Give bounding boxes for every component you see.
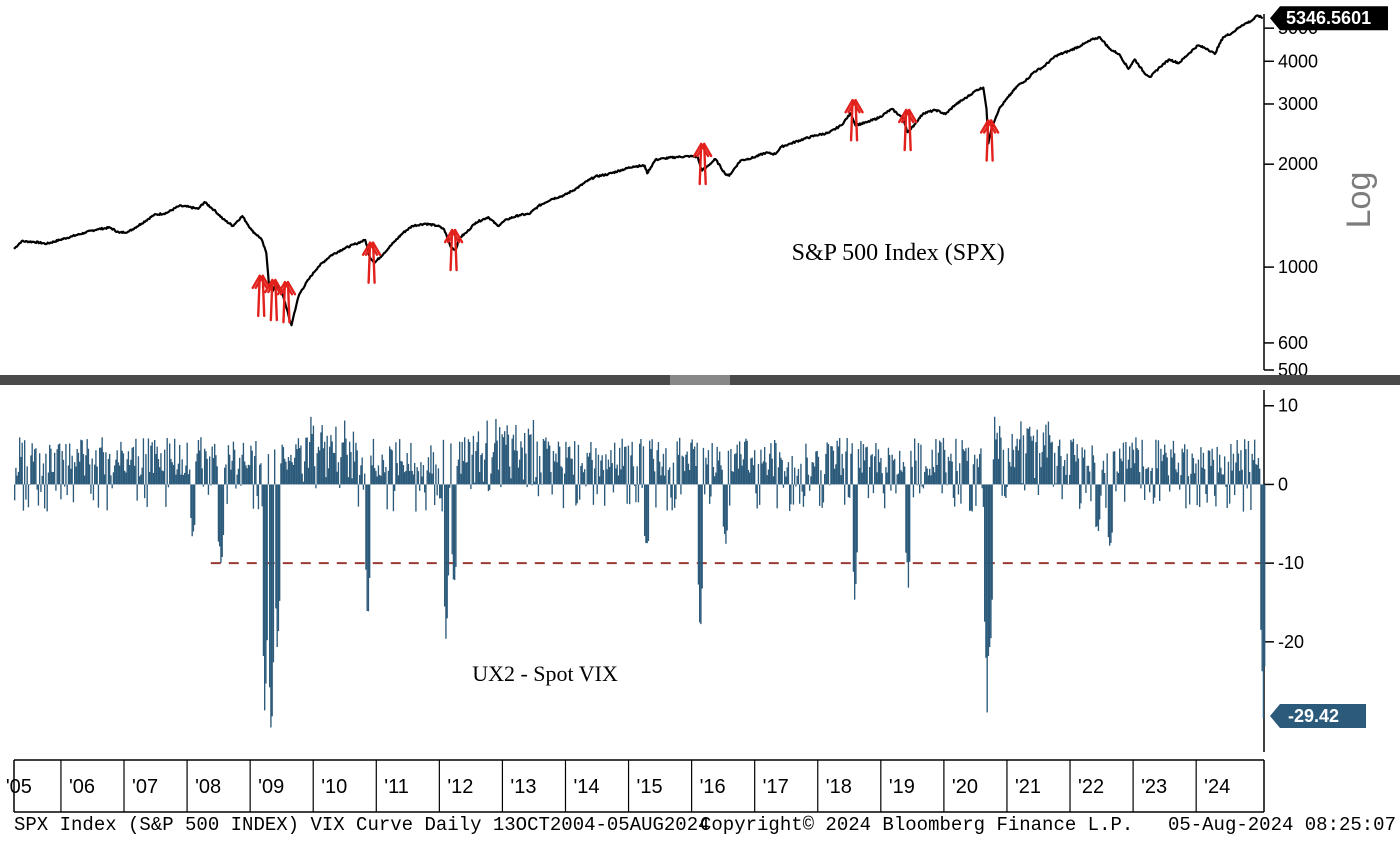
log-scale-label: Log (1340, 172, 1378, 229)
bottom-ytick-label: 0 (1278, 474, 1288, 494)
x-axis-year-label: '14 (573, 776, 599, 798)
x-axis-year-label: '23 (1141, 776, 1167, 798)
bloomberg-chart: 50060010002000300040005000S&P 500 Index … (0, 0, 1400, 856)
vix-current-value: -29.42 (1288, 706, 1339, 726)
spx-line (14, 15, 1263, 325)
x-axis-year-label: '09 (258, 776, 284, 798)
x-axis-year-label: '18 (826, 776, 852, 798)
x-axis-year-label: '10 (321, 776, 347, 798)
event-arrow-0 (253, 276, 270, 316)
chart-svg: 50060010002000300040005000S&P 500 Index … (0, 0, 1400, 856)
vix-bars (14, 417, 1265, 728)
top-ytick-label: 600 (1278, 333, 1308, 353)
bottom-ytick-label: 10 (1278, 396, 1298, 416)
x-axis-year-label: '21 (1015, 776, 1041, 798)
event-arrow-2 (278, 282, 295, 322)
x-axis-year-label: '22 (1078, 776, 1104, 798)
footer-right: 05-Aug-2024 08:25:07 (1168, 814, 1396, 836)
x-axis-year-label: '11 (384, 776, 409, 798)
footer-left: SPX Index (S&P 500 INDEX) VIX Curve Dail… (14, 814, 710, 836)
top-ytick-label: 4000 (1278, 51, 1318, 71)
spx-current-value: 5346.5601 (1286, 8, 1371, 28)
top-ytick-label: 1000 (1278, 257, 1318, 277)
x-axis-year-label: '07 (132, 776, 158, 798)
x-axis-year-label: '12 (447, 776, 473, 798)
spx-series-label: S&P 500 Index (SPX) (792, 240, 1005, 266)
x-axis-year-label: '19 (889, 776, 915, 798)
event-arrow-5 (694, 144, 711, 184)
x-axis-year-label: '05 (6, 776, 32, 798)
bottom-ytick-label: -20 (1278, 632, 1304, 652)
x-axis-year-label: '24 (1204, 776, 1230, 798)
vix-series-label: UX2 - Spot VIX (472, 661, 618, 686)
bottom-ytick-label: -10 (1278, 553, 1304, 573)
x-axis-year-label: '20 (952, 776, 978, 798)
x-axis-year-label: '13 (510, 776, 536, 798)
x-axis-year-label: '16 (700, 776, 726, 798)
top-ytick-label: 3000 (1278, 94, 1318, 114)
x-axis-year-label: '17 (763, 776, 789, 798)
x-axis-year-label: '15 (637, 776, 663, 798)
x-axis-year-label: '08 (195, 776, 221, 798)
panel-divider-handle[interactable] (670, 375, 730, 385)
x-axis-year-label: '06 (69, 776, 95, 798)
footer-center: Copyright© 2024 Bloomberg Finance L.P. (700, 814, 1133, 836)
event-arrow-3 (363, 243, 380, 283)
top-ytick-label: 2000 (1278, 154, 1318, 174)
